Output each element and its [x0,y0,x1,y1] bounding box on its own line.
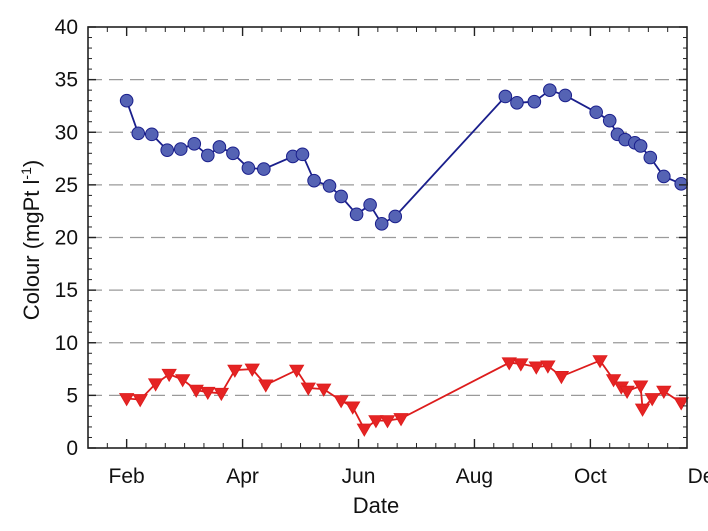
data-point [213,387,230,402]
data-point [345,401,361,415]
data-point [132,394,148,408]
data-point [173,142,188,156]
data-point [633,139,648,153]
y-axis-label: Colour (mgPt l-1) [18,160,44,320]
data-point [144,127,159,142]
x-tick-label: Oct [574,465,607,488]
data-point [200,386,216,401]
data-point [657,169,671,184]
x-tick-label: Aug [456,465,493,488]
series-2 [118,355,689,437]
data-point [227,364,243,378]
data-point [119,93,134,108]
data-point [161,368,177,383]
data-point [295,147,310,162]
y-tick-label: 15 [55,279,78,302]
data-point [356,423,373,437]
y-axis-label-suffix: ) [19,160,44,167]
data-point [288,364,305,378]
y-tick-label: 20 [55,227,78,250]
data-point [393,413,409,427]
data-point [374,217,389,231]
data-point [241,161,256,175]
data-point [349,207,364,222]
data-point [300,382,316,396]
x-axis-label: Date [353,493,399,518]
data-point [674,177,689,191]
y-tick-label: 35 [55,69,78,92]
data-point [543,83,557,97]
data-point [131,126,146,141]
data-point [498,89,513,104]
data-point [632,380,649,394]
data-point [368,415,384,429]
data-point [257,162,271,176]
y-tick-label: 10 [55,332,78,355]
y-tick-label: 40 [55,16,78,39]
data-point [589,105,603,120]
x-tick-label: Feb [109,465,145,488]
data-point [363,198,377,212]
data-point [147,378,164,392]
data-point [258,379,274,393]
x-tick-label: Jun [342,465,376,488]
data-point [160,143,175,157]
gridlines [88,79,687,396]
data-point [510,95,524,110]
y-tick-label: 25 [55,174,78,197]
data-point [501,357,517,371]
data-point [201,148,215,163]
series-1 [119,83,689,231]
data-point [307,173,321,188]
data-point [244,363,260,377]
data-point [333,395,349,409]
x-tick-label: Dec [688,465,708,488]
data-point [379,415,396,429]
y-tick-labels: 0 5 10 15 20 25 30 35 40 [55,16,78,460]
data-point [188,384,204,398]
y-tick-label: 0 [66,437,78,460]
data-point [553,371,570,385]
data-point [334,189,348,204]
data-point [643,150,658,165]
series-layer [118,83,689,437]
x-tick-labels: Feb Apr Jun Aug Oct Dec [109,465,708,488]
data-point [187,137,202,151]
x-tick-label: Apr [226,465,259,488]
data-point [226,146,240,161]
data-point [513,358,529,372]
data-point [388,209,403,224]
data-point [118,393,135,407]
data-point [592,355,608,369]
data-point [619,385,635,399]
data-point [540,360,556,374]
data-point [212,140,227,154]
data-point [527,94,542,109]
data-point [656,385,672,399]
y-tick-label: 5 [66,384,78,407]
y-tick-label: 30 [55,121,78,144]
data-point [558,88,573,103]
data-point [528,361,544,375]
data-point [634,403,651,417]
data-point [605,374,622,388]
data-point [322,179,337,193]
y-axis-label-main: Colour (mgPt l [19,180,44,321]
y-axis-label-superscript: -1 [18,167,34,180]
data-point [602,113,617,128]
axis-ticks [88,26,687,449]
data-point [316,383,332,397]
data-point [644,393,660,407]
data-point [174,374,191,388]
data-point [673,397,689,411]
